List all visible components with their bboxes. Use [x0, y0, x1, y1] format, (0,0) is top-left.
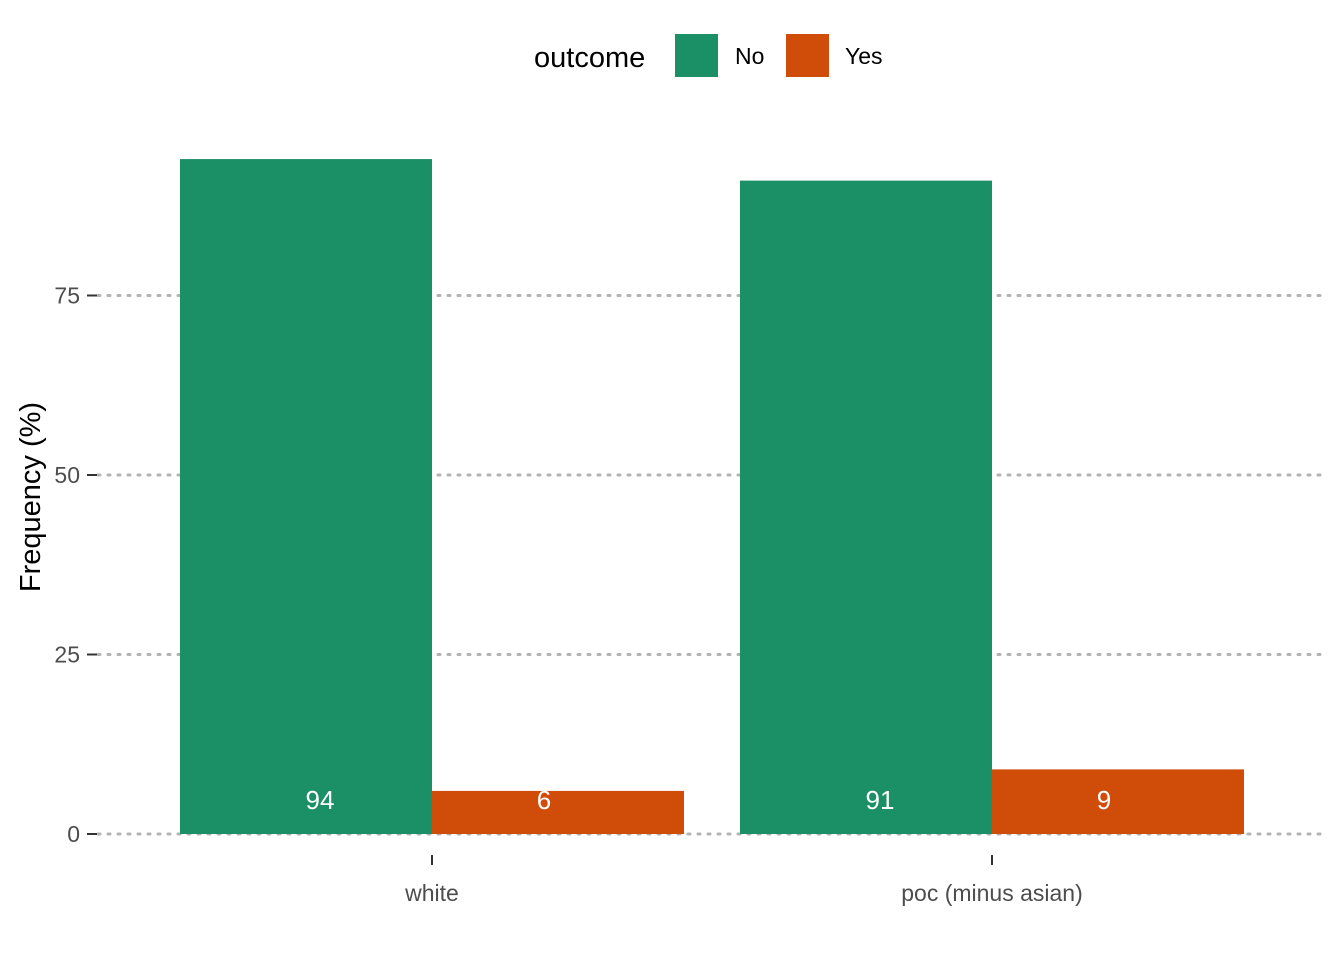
legend-title: outcome	[534, 42, 645, 74]
data-label: 6	[537, 785, 551, 815]
x-tick-label: white	[404, 880, 459, 906]
data-label: 9	[1097, 785, 1111, 815]
legend-label-no: No	[735, 43, 764, 69]
y-tick-label: 0	[67, 821, 80, 847]
bars	[180, 159, 1244, 834]
legend-key-yes	[786, 34, 829, 77]
y-axis-title: Frequency (%)	[15, 402, 47, 592]
x-axis: white poc (minus asian)	[404, 855, 1083, 906]
bar-no-0	[180, 159, 432, 834]
y-tick-label: 75	[54, 283, 80, 309]
legend: outcome No Yes	[534, 34, 883, 77]
data-labels: 94 6 91 9	[306, 785, 1112, 815]
bar-yes-0	[432, 790, 684, 834]
y-tick-label: 25	[54, 642, 80, 668]
y-axis: 0 25 50 75	[54, 283, 97, 847]
legend-label-yes: Yes	[845, 43, 883, 69]
bar-yes-1	[992, 769, 1244, 834]
data-label: 94	[306, 785, 335, 815]
bar-no-1	[740, 180, 992, 834]
x-tick-label: poc (minus asian)	[901, 880, 1083, 906]
data-label: 91	[866, 785, 895, 815]
legend-key-no	[675, 34, 718, 77]
y-tick-label: 50	[54, 462, 80, 488]
